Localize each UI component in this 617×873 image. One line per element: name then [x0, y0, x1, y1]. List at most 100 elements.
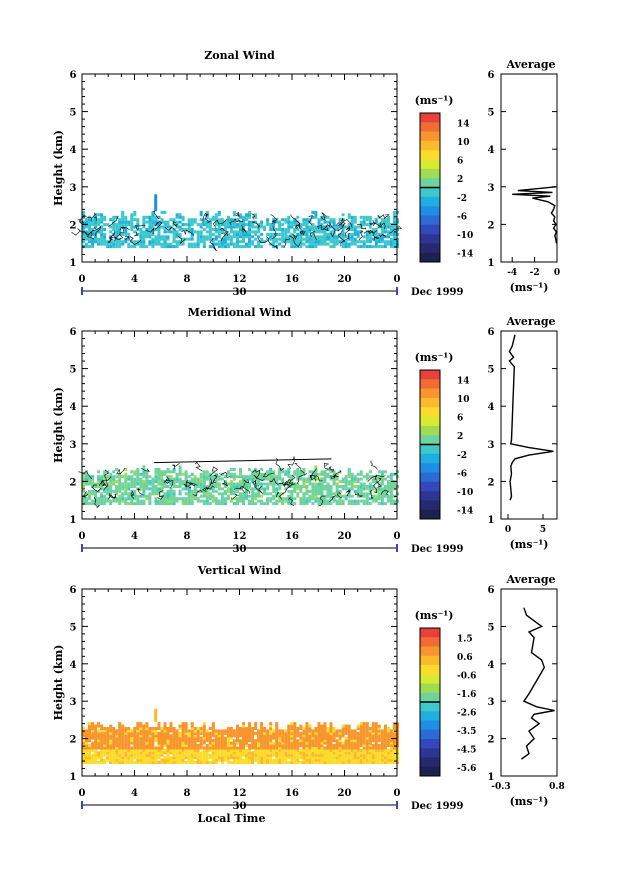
- heatmap-cell: [311, 485, 315, 488]
- profile-y-tick-label: 1: [488, 772, 495, 783]
- heatmap-cell: [380, 230, 384, 234]
- zero-contour: [202, 213, 209, 224]
- heatmap-cell: [314, 494, 318, 498]
- heatmap-cell: [260, 240, 264, 244]
- zero-contour: [370, 489, 374, 500]
- zero-contour: [204, 485, 215, 491]
- heatmap-cell: [392, 756, 396, 760]
- heatmap-cell: [359, 748, 363, 752]
- heatmap-cell: [356, 734, 360, 738]
- heatmap-cell: [314, 492, 318, 496]
- heatmap-cell: [229, 753, 233, 757]
- heatmap-cell: [278, 487, 282, 491]
- heatmap-cell: [196, 731, 200, 735]
- heatmap-cell: [332, 482, 336, 486]
- heatmap-cell: [260, 722, 264, 726]
- heatmap-cell: [365, 237, 369, 241]
- heatmap-cell: [311, 215, 315, 219]
- heatmap-cell: [338, 758, 342, 762]
- heatmap-cell: [341, 225, 345, 229]
- heatmap-cell: [251, 477, 255, 481]
- heatmap-cell: [386, 482, 390, 486]
- heatmap-cell: [308, 494, 312, 498]
- heatmap-cell: [163, 748, 167, 752]
- heatmap-cell: [254, 213, 258, 217]
- heatmap-cell: [88, 502, 91, 506]
- heatmap-cell: [386, 215, 390, 219]
- heatmap-cell: [85, 741, 88, 745]
- heatmap-cell: [154, 753, 158, 757]
- heatmap-cell: [260, 748, 264, 752]
- heatmap-cell: [326, 472, 330, 476]
- heatmap-cell: [199, 218, 203, 222]
- heatmap-cell: [266, 729, 270, 733]
- heatmap-cell: [371, 499, 375, 503]
- heatmap-cell: [272, 218, 276, 222]
- heatmap-cell: [163, 485, 167, 488]
- heatmap-cell: [320, 477, 324, 481]
- heatmap-cell: [317, 761, 321, 764]
- heatmap-cell: [226, 736, 230, 740]
- heatmap-cell: [272, 741, 276, 745]
- heatmap-cell: [208, 741, 212, 745]
- heatmap-cell: [148, 228, 152, 231]
- heatmap-cell: [130, 758, 134, 762]
- heatmap-cell: [344, 497, 348, 501]
- heatmap-cell: [356, 746, 360, 750]
- heatmap-cell: [220, 744, 224, 747]
- heatmap-cell: [317, 502, 321, 506]
- heatmap-cell: [130, 228, 134, 231]
- heatmap-cell: [347, 724, 351, 728]
- heatmap-cell: [88, 492, 91, 496]
- heatmap-cell: [163, 235, 167, 239]
- heatmap-cell: [335, 494, 339, 498]
- heatmap-cell: [239, 230, 242, 234]
- heatmap-cell: [151, 487, 155, 491]
- heatmap-cell: [284, 729, 288, 733]
- heatmap-cell: [266, 761, 270, 764]
- heatmap-cell: [223, 744, 227, 747]
- heatmap-cell: [172, 751, 176, 755]
- heatmap-cell: [371, 487, 375, 491]
- heatmap-cell: [229, 756, 233, 760]
- heatmap-cell: [121, 741, 125, 745]
- heatmap-cell: [157, 482, 161, 486]
- heatmap-cell: [293, 722, 297, 726]
- zero-contour: [92, 484, 102, 493]
- heatmap-cell: [278, 477, 282, 481]
- heatmap-cell: [88, 215, 91, 219]
- heatmap-cell: [287, 753, 291, 757]
- heatmap-cell: [85, 472, 88, 476]
- heatmap-cell: [148, 480, 152, 484]
- heatmap-cell: [308, 225, 312, 229]
- zero-contour: [283, 480, 292, 486]
- heatmap-cell: [305, 502, 309, 506]
- heatmap-cell: [359, 751, 363, 755]
- heatmap-cell: [371, 724, 375, 728]
- heatmap-cell: [136, 761, 140, 764]
- colorbar-swatch: [420, 500, 440, 510]
- heatmap-cell: [100, 230, 104, 234]
- heatmap-cell: [190, 744, 194, 747]
- heatmap-cell: [85, 235, 88, 239]
- zero-contour: [194, 462, 203, 472]
- heatmap-cell: [266, 487, 270, 491]
- heatmap-cell: [163, 722, 167, 726]
- zero-contour: [380, 489, 389, 496]
- heatmap-cell: [281, 470, 285, 474]
- heatmap-cell: [124, 731, 128, 735]
- heatmap-cell: [217, 751, 221, 755]
- heatmap-cell: [362, 734, 366, 738]
- heatmap-cell: [245, 748, 248, 752]
- heatmap-cell: [106, 475, 110, 479]
- heatmap-cell: [341, 230, 345, 234]
- heatmap-cell: [205, 744, 209, 747]
- heatmap-cell: [217, 232, 221, 236]
- zero-contour: [235, 219, 244, 223]
- heatmap-cell: [205, 729, 209, 733]
- heatmap-cell: [389, 731, 393, 735]
- heatmap-cell: [226, 223, 230, 227]
- heatmap-cell: [392, 218, 396, 222]
- zero-contour: [373, 221, 383, 228]
